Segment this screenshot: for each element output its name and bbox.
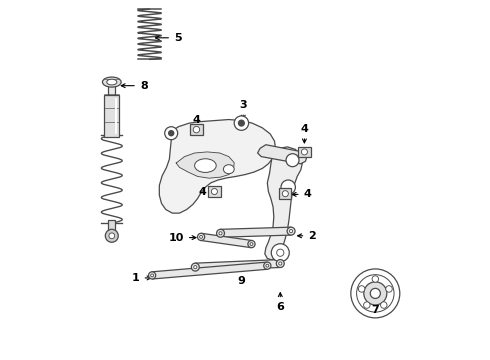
Circle shape: [199, 235, 202, 238]
Polygon shape: [200, 233, 252, 248]
Text: 3: 3: [240, 100, 247, 110]
Text: 5: 5: [174, 33, 182, 43]
Polygon shape: [159, 120, 275, 213]
FancyBboxPatch shape: [108, 220, 116, 236]
Ellipse shape: [107, 79, 117, 85]
Circle shape: [197, 233, 205, 240]
Circle shape: [239, 120, 245, 126]
Circle shape: [148, 272, 156, 279]
Circle shape: [192, 263, 199, 271]
Text: 8: 8: [140, 81, 147, 91]
Ellipse shape: [102, 77, 121, 87]
Text: 4: 4: [304, 189, 312, 199]
Circle shape: [286, 154, 299, 167]
Text: 9: 9: [238, 276, 245, 287]
Circle shape: [105, 229, 118, 242]
Text: 4: 4: [193, 114, 200, 125]
Circle shape: [381, 302, 387, 308]
Text: 4: 4: [300, 124, 308, 134]
Circle shape: [276, 260, 284, 267]
Circle shape: [165, 127, 178, 140]
Circle shape: [281, 180, 295, 194]
Circle shape: [372, 276, 379, 282]
Circle shape: [364, 302, 370, 308]
Circle shape: [109, 233, 115, 239]
Circle shape: [151, 274, 153, 277]
Ellipse shape: [195, 159, 216, 172]
Circle shape: [386, 286, 392, 292]
Text: 2: 2: [308, 231, 316, 241]
Text: 10: 10: [169, 233, 184, 243]
Text: 6: 6: [276, 302, 284, 312]
Polygon shape: [265, 147, 303, 260]
Circle shape: [250, 243, 253, 246]
Circle shape: [211, 189, 218, 194]
Circle shape: [266, 264, 269, 267]
FancyBboxPatch shape: [279, 188, 292, 199]
Circle shape: [358, 286, 365, 292]
Polygon shape: [258, 145, 307, 164]
Circle shape: [169, 131, 174, 136]
Circle shape: [219, 232, 222, 235]
Circle shape: [351, 269, 400, 318]
Polygon shape: [176, 152, 234, 178]
Text: 7: 7: [371, 305, 379, 315]
Circle shape: [264, 262, 271, 269]
Circle shape: [277, 249, 284, 256]
Polygon shape: [220, 227, 291, 237]
FancyBboxPatch shape: [104, 95, 120, 137]
Text: 1: 1: [132, 273, 140, 283]
Circle shape: [234, 116, 248, 130]
FancyBboxPatch shape: [298, 147, 311, 157]
Circle shape: [357, 275, 394, 312]
Circle shape: [279, 262, 282, 265]
Circle shape: [217, 229, 224, 237]
Circle shape: [290, 230, 293, 233]
Circle shape: [301, 149, 307, 155]
Circle shape: [364, 282, 387, 305]
FancyBboxPatch shape: [108, 82, 116, 95]
Ellipse shape: [223, 165, 234, 174]
Circle shape: [248, 240, 255, 248]
Text: 4: 4: [198, 186, 206, 197]
FancyBboxPatch shape: [208, 186, 220, 197]
Circle shape: [282, 191, 288, 197]
Circle shape: [193, 126, 199, 133]
Polygon shape: [195, 260, 280, 271]
Polygon shape: [152, 262, 268, 279]
Circle shape: [287, 227, 295, 235]
Circle shape: [370, 288, 380, 298]
Circle shape: [271, 244, 289, 262]
FancyBboxPatch shape: [190, 124, 203, 135]
Circle shape: [194, 266, 197, 269]
